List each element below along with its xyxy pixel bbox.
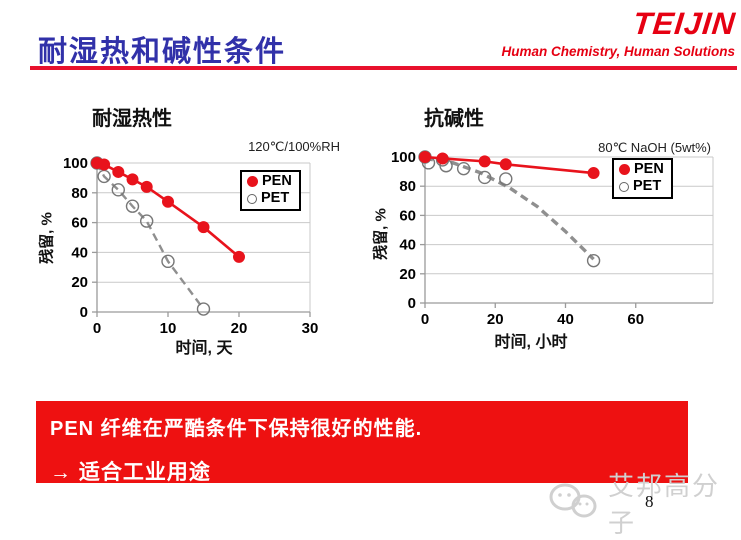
svg-text:100: 100	[63, 155, 88, 172]
wechat-icon	[548, 482, 600, 525]
title-underline	[30, 66, 737, 70]
x-axis-label: 时间, 小时	[494, 334, 568, 351]
svg-text:20: 20	[399, 266, 416, 283]
chart-legend: PEN PET	[612, 158, 673, 199]
svg-text:40: 40	[399, 237, 416, 254]
svg-text:20: 20	[487, 311, 504, 328]
svg-text:30: 30	[302, 320, 319, 337]
chart-condition: 120℃/100%RH	[248, 139, 340, 154]
legend-item-pen: PEN	[247, 173, 292, 190]
open-circle-marker-icon	[247, 193, 257, 204]
svg-text:100: 100	[391, 149, 416, 166]
chart-alkali: 0 20 40 60 0 20 40 60 80 100 抗碱性 80℃ NaOH (5wt%) …	[360, 98, 741, 366]
page-title: 耐湿热和碱性条件	[38, 36, 287, 68]
svg-text:20: 20	[231, 320, 248, 337]
svg-text:0: 0	[421, 311, 429, 328]
legend-label: PET	[633, 178, 662, 194]
svg-text:60: 60	[627, 311, 644, 328]
svg-text:20: 20	[71, 274, 88, 291]
filled-circle-marker-icon	[247, 176, 258, 187]
svg-text:0: 0	[408, 295, 416, 312]
banner-line2: → 适合工业用途	[50, 461, 211, 484]
svg-text:40: 40	[71, 244, 88, 261]
open-circle-marker-icon	[619, 181, 629, 192]
legend-item-pet: PET	[247, 190, 292, 207]
y-axis-label: 残留, %	[372, 208, 390, 260]
legend-item-pet: PET	[619, 178, 664, 195]
legend-label: PEN	[634, 161, 664, 177]
legend-label: PEN	[262, 173, 292, 189]
svg-text:80: 80	[71, 185, 88, 202]
y-axis-label: 残留, %	[38, 212, 56, 264]
chart-legend: PEN PET	[240, 170, 301, 211]
svg-text:60: 60	[71, 215, 88, 232]
svg-text:60: 60	[399, 207, 416, 224]
teijin-logo: TEIJIN Human Chemistry, Human Solutions	[435, 6, 737, 59]
chart-title: 抗碱性	[424, 108, 484, 130]
chart-condition: 80℃ NaOH (5wt%)	[598, 140, 711, 155]
svg-text:10: 10	[160, 320, 177, 337]
banner-line1: PEN 纤维在严酷条件下保持很好的性能.	[50, 418, 423, 440]
svg-text:0: 0	[93, 320, 101, 337]
x-axis-label: 时间, 天	[175, 340, 233, 357]
chart-title: 耐湿热性	[92, 108, 172, 130]
svg-text:40: 40	[557, 311, 574, 328]
chart-moist-heat-canvas: 0 10 20 30 0 20 40 60 80 100	[63, 155, 319, 337]
legend-label: PET	[261, 190, 290, 206]
teijin-logo-text: TEIJIN	[630, 6, 737, 41]
svg-text:80: 80	[399, 178, 416, 195]
logo-tagline: Human Chemistry, Human Solutions	[501, 44, 735, 59]
watermark-text: 艾邦高分子	[608, 471, 721, 538]
conclusion-banner: PEN 纤维在严酷条件下保持很好的性能. → 适合工业用途	[36, 401, 688, 484]
chart-alkali-canvas: 0 20 40 60 0 20 40 60 80 100	[391, 149, 714, 328]
legend-item-pen: PEN	[619, 161, 664, 178]
filled-circle-marker-icon	[619, 164, 630, 175]
chart-moist-heat: 0 10 20 30 0 20 40 60 80 100 耐湿热性 120℃/100%RH 残留,…	[30, 98, 370, 366]
page-number: 8	[645, 492, 654, 511]
svg-text:0: 0	[80, 304, 88, 321]
